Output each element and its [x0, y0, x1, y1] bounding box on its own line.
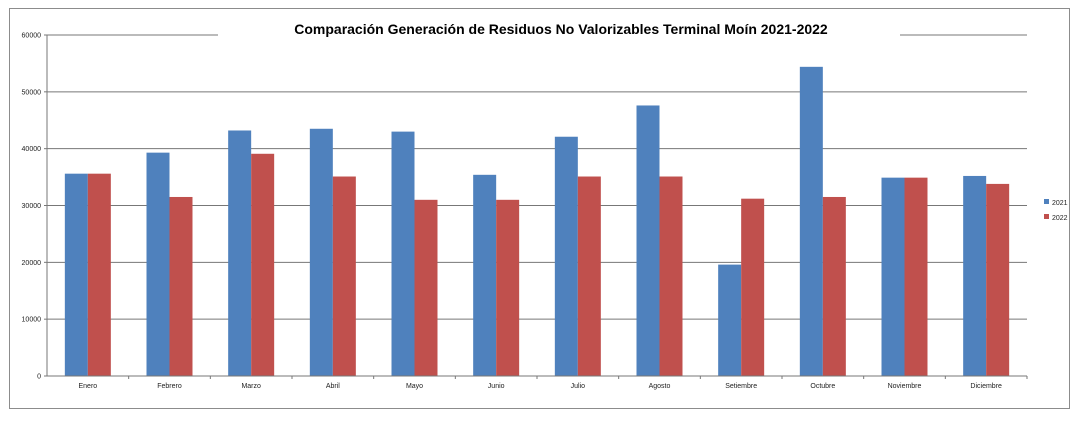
bar-2021-julio [554, 136, 578, 376]
x-tick-label: Julio [571, 383, 586, 390]
x-tick-label: Mayo [406, 383, 423, 390]
legend-swatch-2021 [1044, 199, 1049, 204]
bar-2021-mayo [391, 131, 415, 376]
bar-2022-julio [577, 176, 601, 376]
y-tick-label: 50000 [22, 89, 42, 96]
bar-2021-noviembre [881, 177, 905, 376]
y-tick-label: 40000 [22, 146, 42, 153]
bar-2022-febrero [169, 196, 193, 376]
bar-2022-noviembre [904, 177, 928, 376]
bar-2021-diciembre [963, 175, 987, 376]
y-tick-label: 20000 [22, 260, 42, 267]
bar-2021-setiembre [718, 264, 742, 376]
x-tick-label: Marzo [241, 383, 261, 390]
bar-2022-abril [332, 176, 356, 376]
x-tick-label: Enero [78, 383, 97, 390]
y-tick-label: 60000 [22, 33, 42, 40]
bar-2021-octubre [799, 66, 823, 377]
bar-2021-febrero [146, 152, 170, 376]
bar-2022-agosto [659, 176, 683, 376]
legend-swatch-2022 [1044, 214, 1049, 219]
x-tick-label: Noviembre [888, 383, 922, 390]
bar-2021-agosto [636, 105, 660, 377]
bar-2022-diciembre [986, 183, 1010, 376]
y-tick-label: 10000 [22, 317, 42, 324]
legend-label-2021: 2021 [1052, 200, 1068, 207]
legend-label-2022: 2022 [1052, 215, 1068, 222]
bar-2022-mayo [414, 199, 438, 376]
bar-2021-enero [64, 173, 88, 376]
chart-frame [9, 8, 1070, 409]
bar-2021-abril [309, 128, 333, 376]
chart-title: Comparación Generación de Residuos No Va… [294, 21, 828, 37]
x-tick-label: Junio [488, 383, 505, 390]
bar-2021-marzo [228, 130, 252, 376]
x-tick-label: Agosto [649, 383, 671, 390]
bar-2022-octubre [822, 196, 846, 376]
x-tick-label: Abril [326, 383, 340, 390]
y-tick-label: 30000 [22, 203, 42, 210]
x-tick-label: Diciembre [970, 383, 1002, 390]
x-tick-label: Febrero [157, 383, 182, 390]
bar-2022-enero [87, 173, 111, 376]
y-tick-label: 0 [37, 374, 41, 381]
x-tick-label: Octubre [810, 383, 835, 390]
x-tick-label: Setiembre [725, 383, 757, 390]
bar-2022-marzo [251, 153, 275, 376]
bar-2022-junio [496, 199, 520, 376]
bar-2022-setiembre [741, 198, 765, 376]
bar-2021-junio [473, 174, 497, 376]
